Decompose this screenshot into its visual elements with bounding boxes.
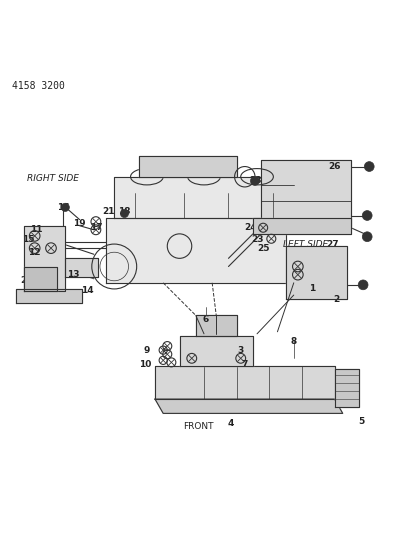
Text: 15: 15 [22, 236, 35, 245]
Polygon shape [253, 217, 351, 234]
Polygon shape [155, 367, 335, 399]
Text: RIGHT SIDE: RIGHT SIDE [27, 174, 79, 183]
Polygon shape [261, 160, 351, 225]
Text: 12: 12 [29, 248, 41, 257]
Circle shape [251, 176, 259, 185]
Text: 18: 18 [118, 207, 131, 216]
Circle shape [61, 203, 69, 212]
Polygon shape [106, 217, 286, 283]
Polygon shape [155, 399, 343, 414]
Text: 26: 26 [328, 162, 341, 171]
Circle shape [358, 280, 368, 290]
Text: 19: 19 [73, 219, 86, 228]
Circle shape [362, 211, 372, 221]
Circle shape [364, 161, 374, 172]
Text: LEFT SIDE: LEFT SIDE [284, 239, 328, 248]
Text: 14: 14 [82, 286, 94, 295]
Text: 23: 23 [251, 236, 263, 245]
Text: 8: 8 [290, 337, 297, 346]
Text: 3: 3 [237, 345, 244, 354]
Polygon shape [286, 246, 347, 299]
Text: 27: 27 [326, 239, 339, 248]
Circle shape [362, 232, 372, 241]
Circle shape [120, 209, 129, 217]
Text: 16: 16 [57, 203, 69, 212]
Polygon shape [180, 336, 253, 367]
Text: 2: 2 [333, 295, 340, 304]
Text: 21: 21 [102, 207, 114, 216]
Polygon shape [24, 225, 65, 291]
Text: 7: 7 [242, 360, 248, 369]
Polygon shape [24, 266, 57, 291]
Text: 10: 10 [139, 360, 151, 369]
Text: 4: 4 [227, 419, 234, 428]
Polygon shape [196, 316, 237, 336]
Text: 22: 22 [316, 225, 328, 235]
Text: 28: 28 [249, 176, 261, 185]
Text: 25: 25 [257, 244, 269, 253]
Text: 9: 9 [144, 345, 150, 354]
Text: 20: 20 [20, 276, 33, 285]
Polygon shape [114, 177, 286, 217]
Text: 6: 6 [203, 315, 209, 324]
Text: 13: 13 [67, 270, 80, 279]
Polygon shape [335, 368, 359, 407]
Text: 1: 1 [309, 285, 315, 294]
Text: 5: 5 [358, 417, 364, 426]
Polygon shape [139, 156, 237, 177]
Text: 11: 11 [31, 225, 43, 235]
Text: 24: 24 [245, 223, 257, 232]
Polygon shape [16, 289, 82, 303]
Text: 4158 3200: 4158 3200 [12, 81, 65, 91]
Polygon shape [65, 259, 98, 277]
Text: 17: 17 [90, 223, 102, 232]
Text: FRONT: FRONT [183, 422, 213, 431]
